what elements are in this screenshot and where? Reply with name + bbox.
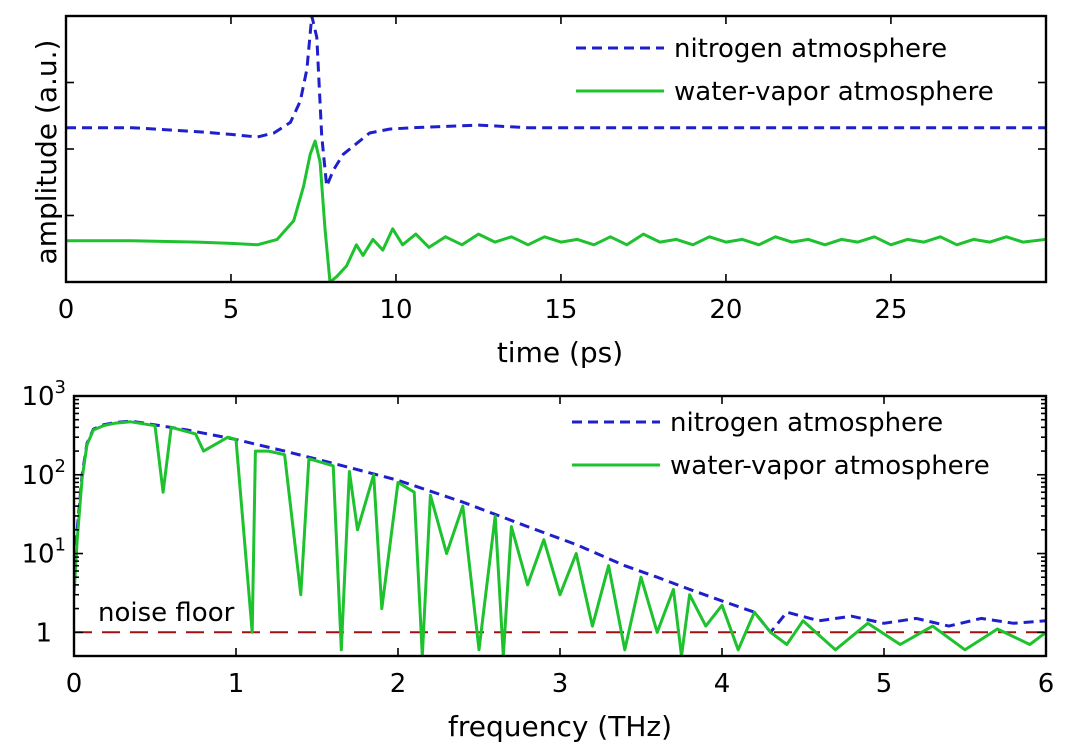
time-domain-panel: 0 5 10 15 20 25 time (ps) amplitude (a.u.) ni… xyxy=(30,14,1048,369)
y-tick-base: 10 xyxy=(21,540,54,570)
y-tick-exponent: 1 xyxy=(55,535,66,556)
y-tick-label: 1 xyxy=(35,618,52,648)
y-tick-base: 10 xyxy=(21,461,54,491)
x-tick-label: 1 xyxy=(228,669,245,699)
x-tick-label: 3 xyxy=(552,669,569,699)
x-tick-label: 2 xyxy=(390,669,407,699)
y-tick-label: 102 xyxy=(21,456,66,491)
x-tick-label: 5 xyxy=(876,669,893,699)
x-tick-label: 10 xyxy=(379,295,412,325)
legend-label-nitrogen: nitrogen atmosphere xyxy=(670,408,943,438)
frequency-domain-legend: nitrogen atmosphere water-vapor atmosphe… xyxy=(572,408,990,481)
y-tick-exponent: 2 xyxy=(55,456,66,477)
y-tick-label: 103 xyxy=(21,377,66,412)
time-domain-series xyxy=(66,16,1046,282)
frequency-domain-series xyxy=(74,419,1046,656)
amplitude-axis-label: amplitude (a.u.) xyxy=(30,40,63,265)
x-tick-label: 5 xyxy=(223,295,240,325)
frequency-axis-label: frequency (THz) xyxy=(448,710,672,743)
time-domain-legend: nitrogen atmosphere water-vapor atmosphe… xyxy=(576,34,994,107)
noise-floor-annotation: noise floor xyxy=(98,598,235,628)
x-tick-label: 15 xyxy=(544,295,577,325)
y-tick-base: 10 xyxy=(21,382,54,412)
x-tick-label: 0 xyxy=(66,669,83,699)
time-axis-label: time (ps) xyxy=(497,336,623,369)
legend-label-nitrogen: nitrogen atmosphere xyxy=(674,34,947,64)
x-tick-label: 6 xyxy=(1038,669,1055,699)
y-tick-label: 101 xyxy=(21,535,66,570)
x-tick-label: 20 xyxy=(709,295,742,325)
legend-label-water-vapor: water-vapor atmosphere xyxy=(670,451,990,481)
x-tick-label: 4 xyxy=(714,669,731,699)
x-tick-label: 0 xyxy=(58,295,75,325)
series-line-water-vapor-atmosphere xyxy=(74,420,1046,656)
y-tick-exponent: 3 xyxy=(55,377,66,398)
legend-label-water-vapor: water-vapor atmosphere xyxy=(674,77,994,107)
time-domain-ticks: 0 5 10 15 20 25 xyxy=(58,16,1046,325)
series-line-water-vapor-atmosphere xyxy=(66,139,1046,282)
series-line-nitrogen-atmosphere xyxy=(66,16,1046,188)
x-tick-label: 25 xyxy=(874,295,907,325)
